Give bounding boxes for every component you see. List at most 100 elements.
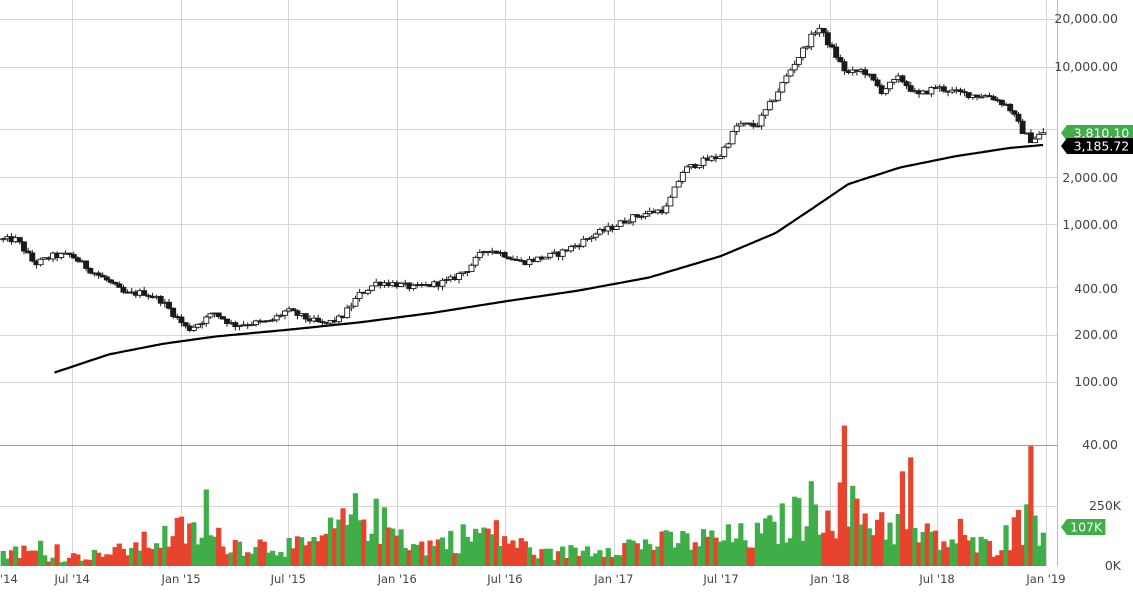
volume-bar (1020, 544, 1026, 566)
time-tick-label: Jul '18 (918, 572, 954, 586)
candle (170, 307, 177, 319)
volume-bar (630, 540, 636, 566)
candle-body (754, 125, 761, 128)
candle-body (597, 229, 603, 235)
volume-bar (729, 542, 736, 566)
volume-bar (597, 550, 603, 566)
candle (468, 263, 475, 273)
candle (882, 87, 889, 96)
candle-body (70, 254, 77, 259)
volume-bar (862, 513, 868, 566)
volume-bar (920, 531, 926, 566)
candle-body (634, 214, 641, 218)
candle (907, 81, 914, 93)
candle-body (663, 205, 670, 214)
volume-bar (580, 550, 586, 566)
candle (58, 252, 65, 260)
candle (592, 232, 599, 241)
volume-bar (17, 558, 23, 566)
candle-body (1040, 132, 1047, 135)
candle (559, 248, 566, 261)
volume-bar (216, 527, 222, 566)
candle-body (464, 271, 471, 274)
volume-bar (220, 546, 226, 566)
candle (203, 314, 210, 327)
candle (248, 321, 255, 327)
candle-body (882, 88, 889, 94)
volume-bar (245, 552, 251, 566)
candle (737, 120, 744, 127)
candle-body (37, 258, 44, 266)
candle-body (16, 237, 23, 243)
volume-bar (953, 543, 959, 566)
candle-body (335, 315, 342, 323)
volume-bar (696, 546, 703, 566)
volume-bar (1024, 504, 1030, 566)
volume-bar (95, 552, 102, 566)
candle-body (717, 155, 724, 159)
candle (829, 42, 835, 49)
candle-body (671, 186, 678, 198)
volume-bar (750, 547, 756, 566)
candle (335, 314, 342, 326)
candle-body (1032, 138, 1038, 144)
volume-bar (323, 533, 330, 566)
volume-bar (1028, 446, 1034, 566)
candle (700, 155, 707, 170)
candle (1036, 131, 1043, 140)
candle-body (783, 75, 790, 84)
volume-bar (845, 526, 852, 566)
volume-bar (191, 522, 197, 566)
volume-bar (1040, 532, 1046, 566)
candle (717, 153, 724, 160)
candle-body (725, 143, 732, 148)
candle-body (990, 96, 997, 101)
volume-bar (837, 482, 843, 566)
volume-bar (299, 537, 305, 566)
volume-bar (547, 548, 553, 566)
volume-bar (924, 523, 930, 566)
volume-bar (986, 540, 993, 566)
candle (37, 257, 44, 267)
volume-bar (692, 542, 698, 566)
candle-body (1036, 133, 1043, 140)
volume-bar (402, 547, 408, 566)
volume-bar (1007, 550, 1013, 566)
candle (294, 309, 301, 320)
volume-bar (858, 524, 864, 566)
candle-body (178, 316, 185, 324)
candle-body (978, 96, 985, 99)
volume-bar (539, 549, 545, 566)
volume-bar (58, 562, 64, 566)
candle (667, 194, 674, 207)
volume-bar (286, 537, 292, 566)
volume-bar (104, 554, 110, 566)
candle-body (166, 301, 172, 309)
volume-bar (804, 526, 810, 566)
volume-bar (265, 552, 272, 566)
candle (70, 251, 77, 259)
volume-bar (124, 555, 131, 566)
volume-bar (336, 519, 342, 566)
candle-body (253, 320, 259, 325)
candle (642, 210, 649, 220)
volume-bar (456, 553, 462, 566)
candle (679, 170, 686, 184)
candle-body (721, 146, 728, 157)
volume-bar (833, 538, 839, 566)
candle-body (456, 273, 463, 280)
volume-bar (307, 541, 313, 566)
volume-bar (589, 556, 595, 566)
volume-bar (149, 549, 156, 566)
candle-body (369, 285, 375, 291)
volume-bar (207, 535, 214, 566)
candle-body (870, 73, 877, 81)
volume-bar (71, 553, 77, 566)
volume-bar (448, 530, 454, 566)
volume-bar (937, 549, 943, 566)
candle (613, 224, 620, 231)
volume-bar (721, 540, 727, 566)
candle (1007, 103, 1014, 114)
candle-body (592, 233, 599, 238)
volume-bar (966, 540, 972, 566)
